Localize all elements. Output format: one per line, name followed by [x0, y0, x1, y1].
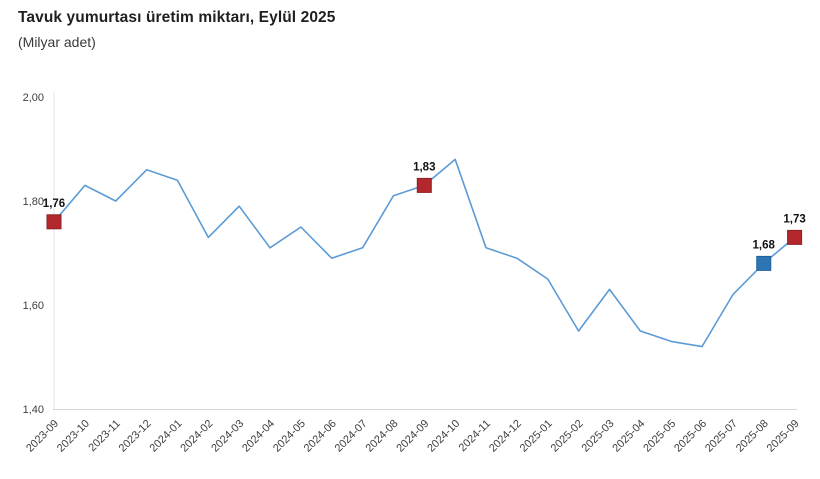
chart-title: Tavuk yumurtası üretim miktarı, Eylül 20…	[18, 9, 336, 26]
y-axis-tick-label: 1,40	[23, 404, 44, 416]
x-axis-tick-label: 2024-05	[271, 418, 308, 455]
x-axis-tick-label: 2023-10	[55, 418, 92, 455]
x-axis-tick-label: 2025-05	[641, 418, 678, 455]
x-axis-tick-label: 2025-08	[734, 418, 771, 455]
x-axis-tick-label: 2025-04	[610, 418, 647, 455]
y-axis-tick-label: 1,80	[23, 196, 44, 208]
x-axis-tick-label: 2024-03	[209, 418, 246, 455]
x-axis-tick-label: 2023-09	[24, 418, 61, 455]
y-axis-tick-label: 1,60	[23, 300, 44, 312]
x-axis-tick-label: 2024-07	[333, 418, 370, 455]
x-axis-tick-label: 2025-06	[672, 418, 709, 455]
x-axis-tick-label: 2024-02	[178, 418, 215, 455]
highlight-marker-2025-09	[787, 229, 803, 245]
x-axis-tick-label: 2025-03	[580, 418, 617, 455]
x-axis-tick-label: 2024-10	[425, 418, 462, 455]
x-axis-tick-label: 2024-04	[240, 418, 277, 455]
x-axis-tick-label: 2024-09	[394, 418, 431, 455]
x-axis-tick-label: 2024-12	[487, 418, 524, 455]
data-point-label-2025-08: 1,68	[753, 239, 776, 251]
x-axis-tick-label: 2025-09	[765, 418, 802, 455]
x-axis-tick-label: 2024-08	[364, 418, 401, 455]
chart-unit-subtitle: (Milyar adet)	[18, 34, 96, 50]
data-point-label-2024-09: 1,83	[413, 161, 435, 173]
x-axis-tick-label: 2024-01	[148, 418, 185, 455]
x-axis-tick-label: 2024-06	[302, 418, 339, 455]
highlight-marker-2025-08	[756, 255, 772, 271]
x-axis-tick-label: 2024-11	[457, 418, 493, 454]
highlight-marker-2023-09	[46, 214, 62, 230]
x-axis-tick-label: 2025-07	[703, 418, 740, 455]
data-point-label-2023-09: 1,76	[43, 198, 65, 210]
highlight-marker-2024-09	[416, 177, 432, 193]
x-axis-tick-label: 2025-02	[549, 418, 586, 455]
x-axis-tick-label: 2023-11	[86, 418, 122, 454]
data-point-label-2025-09: 1,73	[783, 213, 805, 225]
x-axis-tick-label: 2023-12	[117, 418, 154, 455]
y-axis-tick-label: 2,00	[23, 92, 44, 104]
x-axis-tick-label: 2025-01	[518, 418, 555, 455]
